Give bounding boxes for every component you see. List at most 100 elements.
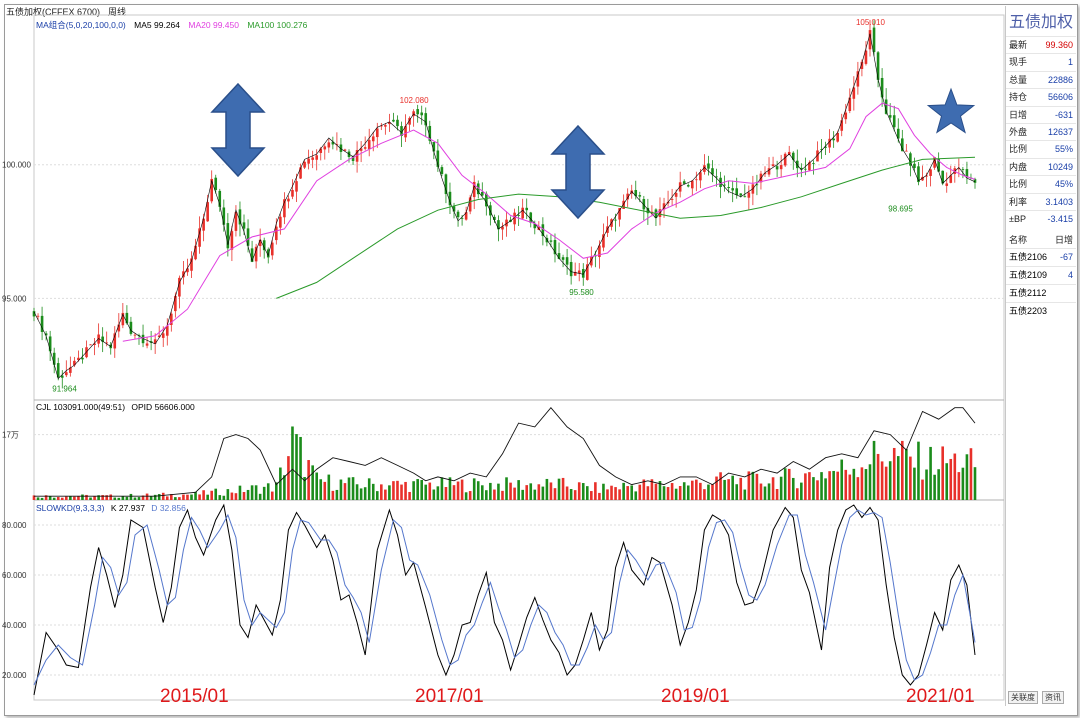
candle-body [182, 271, 185, 278]
candle-body [537, 226, 541, 230]
ma20-legend: MA20 99.450 [188, 20, 239, 30]
candle-body [210, 178, 213, 202]
candle-body [590, 257, 593, 266]
volume-bar [65, 496, 68, 500]
quote-key: 最新 [1009, 40, 1028, 50]
volume-bar [133, 497, 137, 500]
contract-row[interactable]: 五债2203 [1006, 302, 1076, 320]
volume-bar [242, 492, 246, 500]
candle-body [707, 163, 710, 169]
x-label-2015: 2015/01 [160, 686, 229, 707]
contract-row[interactable]: 五债2112 [1006, 284, 1076, 302]
candle-body [327, 142, 331, 148]
volume-bar [295, 434, 298, 500]
volume-bar [497, 483, 500, 500]
volume-bar [682, 482, 686, 500]
volume-bar [440, 477, 444, 500]
volume-bar [674, 488, 678, 500]
candle-body [557, 253, 561, 259]
volume-bar [363, 487, 367, 500]
candle-body [392, 119, 395, 122]
volume-bar [654, 483, 658, 500]
candle-body [331, 141, 335, 145]
candle-body [476, 183, 480, 195]
candle-body [97, 334, 100, 344]
volume-bar [311, 465, 314, 500]
volume-bar [129, 493, 133, 500]
volume-bar [905, 448, 908, 500]
volume-bar [662, 486, 666, 500]
volume-bar [585, 486, 589, 500]
candle-body [343, 149, 347, 151]
volume-bar [460, 479, 464, 500]
candle-body [194, 245, 197, 260]
candle-body [153, 339, 157, 344]
volume-bar [93, 496, 96, 500]
candle-body [872, 27, 876, 53]
quote-value: 3.1403 [1045, 196, 1073, 207]
ma5-legend: MA5 99.264 [134, 20, 180, 30]
volume-bar [533, 489, 537, 500]
volume-bar [545, 478, 549, 500]
candle-body [602, 234, 605, 248]
candle-body [965, 169, 969, 178]
volume-bar [812, 477, 815, 500]
candle-body [230, 231, 234, 250]
candle-body [505, 219, 508, 227]
candle-body [747, 192, 751, 198]
candle-body [456, 211, 460, 218]
quote-row: 最新 99.360 [1006, 36, 1076, 53]
ma20-name: MA20 [188, 20, 211, 30]
tab-news[interactable]: 资讯 [1042, 691, 1064, 704]
instrument-selector[interactable]: 五债加权(CFFEX 6700) [6, 6, 101, 17]
volume-bar [828, 471, 831, 500]
volume-bar [408, 491, 411, 500]
candle-body [497, 220, 500, 230]
tab-correlation[interactable]: 关联度 [1008, 691, 1038, 704]
volume-bar [505, 477, 508, 500]
volume-bar [396, 480, 399, 500]
volume-bar [476, 481, 480, 500]
volume-bar [493, 489, 496, 500]
candle-body [432, 142, 436, 152]
star-icon [926, 87, 976, 134]
candle-body [424, 113, 428, 126]
volume-bar [941, 446, 944, 500]
contract-name: 五债2109 [1009, 270, 1048, 281]
volume-bar [743, 489, 747, 500]
volume-bar [727, 479, 730, 500]
volume-bar [961, 467, 965, 500]
contract-row[interactable]: 五债2109 4 [1006, 266, 1076, 284]
candle-body [800, 167, 803, 170]
volume-bar [424, 484, 428, 500]
volume-bar [60, 497, 64, 500]
period-selector[interactable]: 周线 [108, 6, 127, 17]
volume-bar [561, 477, 565, 500]
opid-line [34, 407, 976, 497]
k-value: 27.937 [118, 503, 145, 513]
quote-value: 45% [1054, 179, 1073, 190]
volume-bar [464, 492, 468, 500]
volume-bar [85, 494, 88, 500]
candle-body [678, 182, 682, 192]
candle-body [577, 270, 581, 274]
candle-body [319, 148, 323, 153]
volume-bar [783, 468, 787, 500]
candle-body [161, 333, 165, 338]
volume-bar [901, 440, 904, 500]
volume-bar [254, 485, 258, 500]
volume-bar [921, 479, 924, 500]
candle-body [428, 125, 432, 141]
volume-bar [384, 489, 387, 500]
candle-body [828, 138, 831, 148]
candle-body [246, 228, 250, 246]
volume-bar [315, 472, 319, 500]
contract-row[interactable]: 五债2106 -67 [1006, 248, 1076, 266]
candle-body [266, 249, 270, 258]
volume-bar [69, 496, 72, 500]
volume-bar [448, 477, 452, 500]
volume-bar [824, 478, 827, 500]
candle-body [311, 157, 314, 160]
candle-body [937, 158, 940, 172]
quote-row: 日增 -631 [1006, 105, 1076, 123]
